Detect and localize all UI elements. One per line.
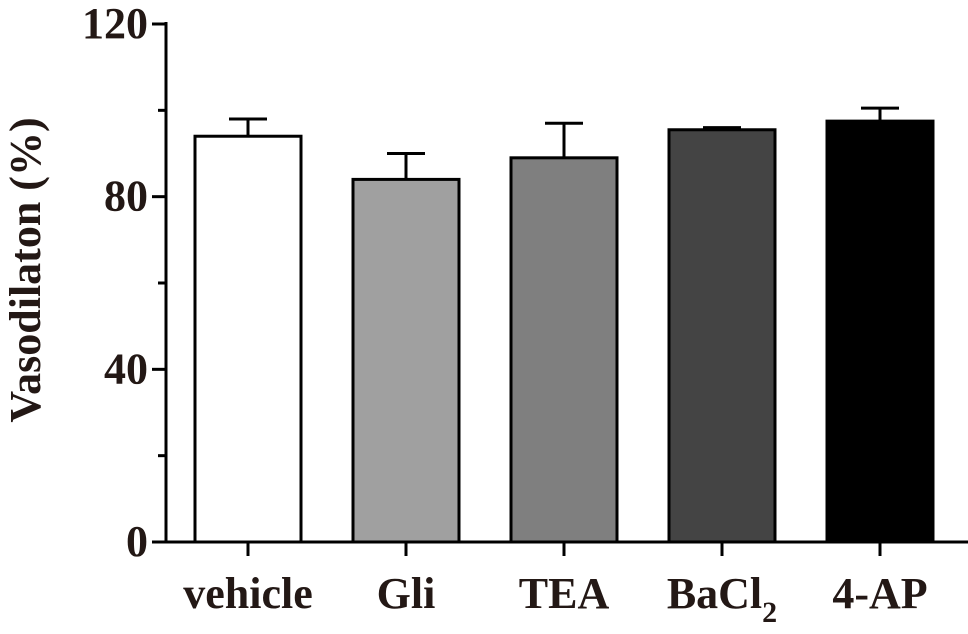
labels-group: 0 40 80 120 vehicle Gli TEA BaCl2 4-AP [82,0,928,629]
y-tick-label-80: 80 [104,172,148,221]
error-bar-vehicle [229,117,267,137]
bar-gli [351,177,461,544]
y-tick-label-120: 120 [82,0,148,48]
error-bar-bacl [703,126,741,130]
axes-group [152,22,968,556]
bar-vehicle [193,134,303,544]
bar-tea [509,156,619,544]
bar-4-ap [825,119,935,544]
bars-group [193,119,935,544]
x-tick-label-gli: Gli [377,569,436,618]
x-tick-label-vehicle: vehicle [183,569,313,618]
y-axis-title: Vasodilaton (%) [1,117,50,422]
y-tick-label-40: 40 [104,344,148,393]
x-tick-label-bacl: BaCl2 [667,569,777,629]
error-bar-tea [545,121,583,158]
x-tick-label-4-ap: 4-AP [832,569,927,618]
error-bars-group [229,106,899,180]
error-bar-gli [387,152,425,180]
y-tick-label-0: 0 [126,517,148,566]
bar-bacl [667,128,777,544]
x-tick-label-tea: TEA [519,569,610,618]
error-bar-4-ap [861,106,899,122]
